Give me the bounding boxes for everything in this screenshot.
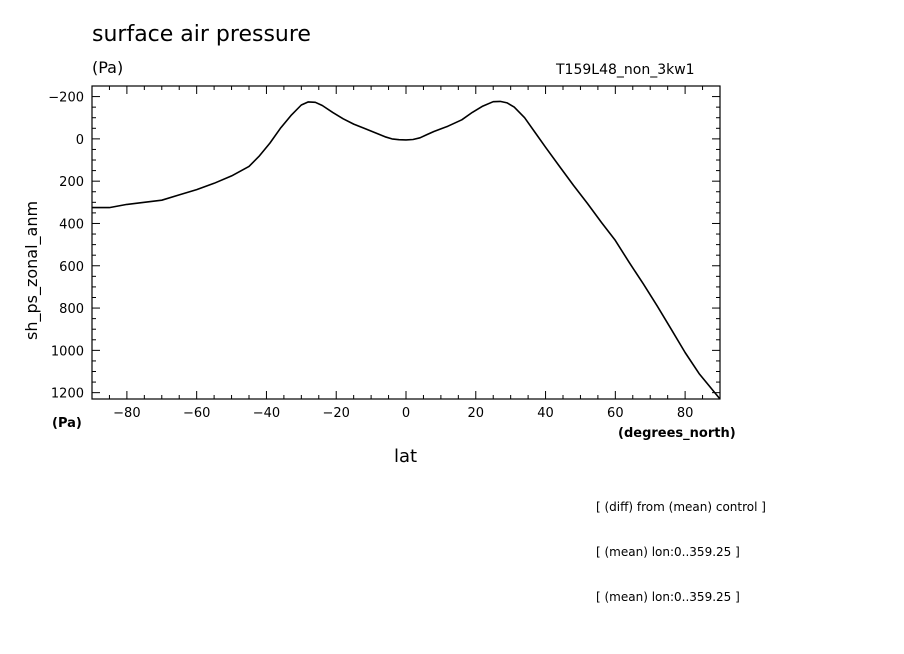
y-tick-label: 1000 xyxy=(51,344,84,359)
x-tick-label: −80 xyxy=(113,406,140,421)
y-axis-label: sh_ps_zonal_anm xyxy=(22,200,41,340)
note-line: [ (mean) lon:0..359.25 ] xyxy=(596,590,740,604)
x-axis-units: (degrees_north) xyxy=(618,426,736,441)
x-tick-label: 40 xyxy=(537,406,554,421)
x-tick-label: 80 xyxy=(677,406,694,421)
x-tick-label: −60 xyxy=(183,406,210,421)
x-tick-label: 0 xyxy=(402,406,410,421)
x-tick-label: −40 xyxy=(253,406,280,421)
x-axis-label: lat xyxy=(394,446,418,467)
chart-title: surface air pressure xyxy=(92,22,311,47)
y-tick-label: −200 xyxy=(48,91,84,106)
x-tick-label: 20 xyxy=(468,406,485,421)
y-tick-label: 600 xyxy=(59,260,84,275)
series-line xyxy=(92,100,721,400)
y-tick-label: 400 xyxy=(59,217,84,232)
y-tick-label: 0 xyxy=(76,133,84,148)
run-name: T159L48_non_3kw1 xyxy=(556,62,695,78)
notes-block: [ (diff) from (mean) control ] [ (mean) … xyxy=(596,470,766,620)
plot-frame xyxy=(91,85,721,400)
y-tick-label: 200 xyxy=(59,175,84,190)
plot-area: −80 −60 −40 −20 0 20 40 60 80−200020040060080010… xyxy=(48,85,721,421)
note-line: [ (mean) lon:0..359.25 ] xyxy=(596,545,740,559)
y-tick-label: 800 xyxy=(59,302,84,317)
units-label-bottom: (Pa) xyxy=(52,416,82,431)
x-tick-label: −20 xyxy=(323,406,350,421)
y-tick-label: 1200 xyxy=(51,387,84,402)
units-label-top: (Pa) xyxy=(92,58,124,77)
note-line: [ (diff) from (mean) control ] xyxy=(596,500,766,514)
x-tick-label: 60 xyxy=(607,406,624,421)
